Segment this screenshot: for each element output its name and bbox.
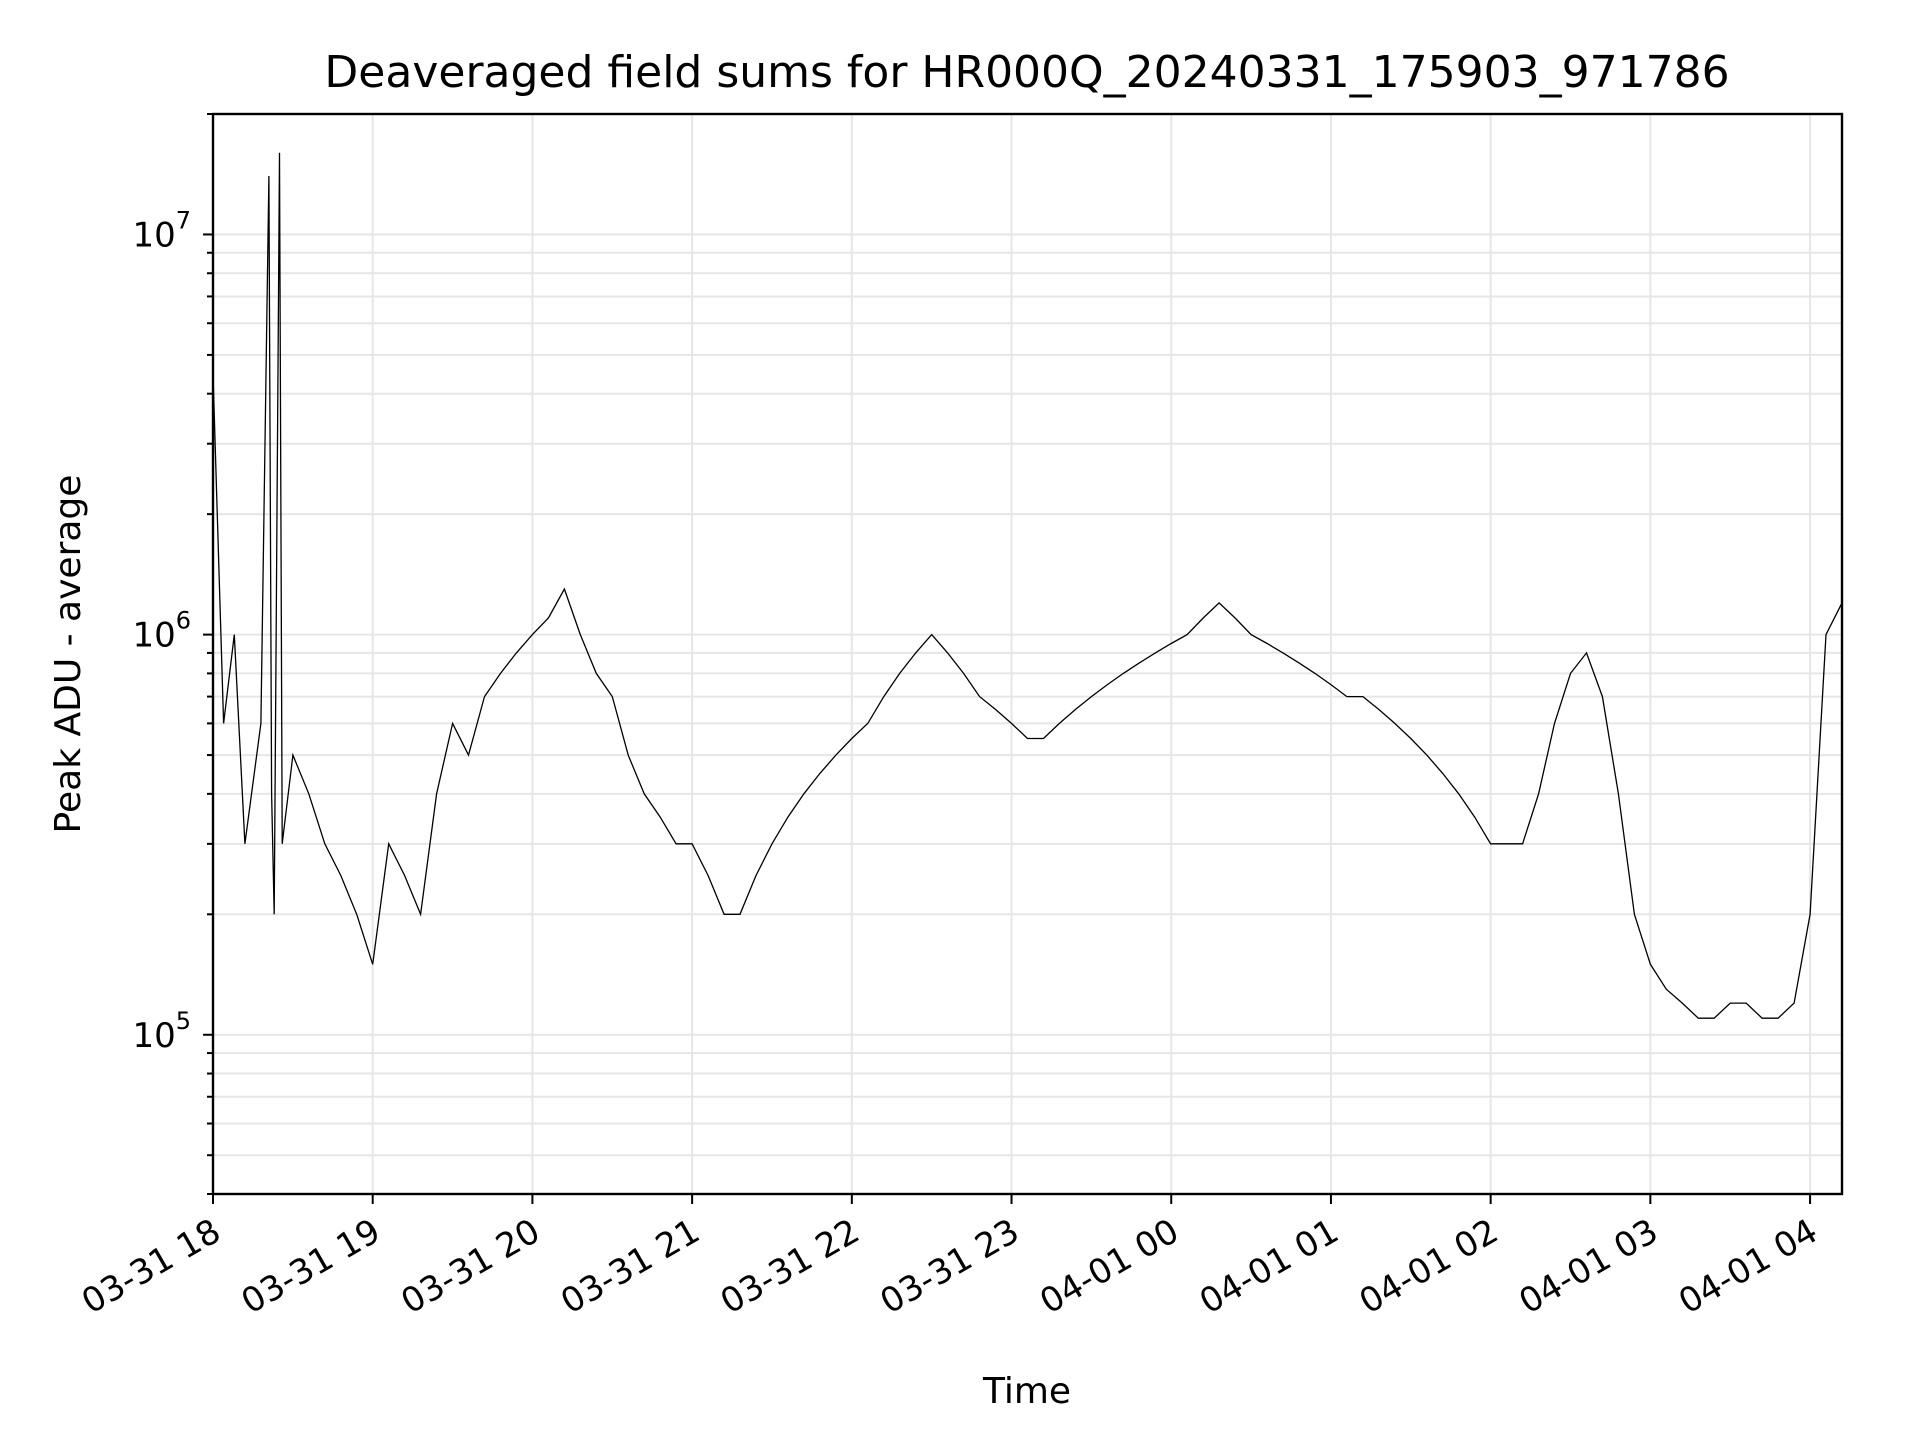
x-tick-label: 04-01 02 <box>1353 1211 1505 1322</box>
x-tick-label: 03-31 22 <box>714 1211 866 1322</box>
grid <box>212 113 1842 1195</box>
y-tick-labels: 105 106 107 <box>132 206 191 1055</box>
x-tick-label: 04-01 03 <box>1512 1211 1664 1322</box>
x-tick-label: 03-31 19 <box>235 1211 387 1322</box>
x-tick-label: 04-01 04 <box>1672 1211 1824 1322</box>
x-tick-label: 03-31 23 <box>874 1211 1026 1322</box>
x-tick-label: 04-01 01 <box>1193 1211 1345 1322</box>
axis-ticks <box>203 113 1812 1204</box>
y-axis-label: Peak ADU - average <box>48 475 89 834</box>
x-tick-label: 03-31 21 <box>554 1211 706 1322</box>
x-axis-label: Time <box>982 1371 1071 1412</box>
series-line <box>212 152 1843 1019</box>
x-tick-label: 03-31 20 <box>395 1211 547 1322</box>
y-tick-label: 105 <box>132 1007 191 1056</box>
x-tick-label: 03-31 18 <box>75 1211 227 1322</box>
x-tick-label: 04-01 00 <box>1033 1211 1185 1322</box>
chart-title: Deaveraged field sums for HR000Q_2024033… <box>324 47 1729 98</box>
y-tick-label: 106 <box>132 607 191 656</box>
plot-frame <box>211 112 1844 1196</box>
y-tick-label: 107 <box>132 206 191 255</box>
x-tick-labels: 03-31 18 03-31 19 03-31 20 03-31 21 03-31 22… <box>75 1211 1824 1322</box>
